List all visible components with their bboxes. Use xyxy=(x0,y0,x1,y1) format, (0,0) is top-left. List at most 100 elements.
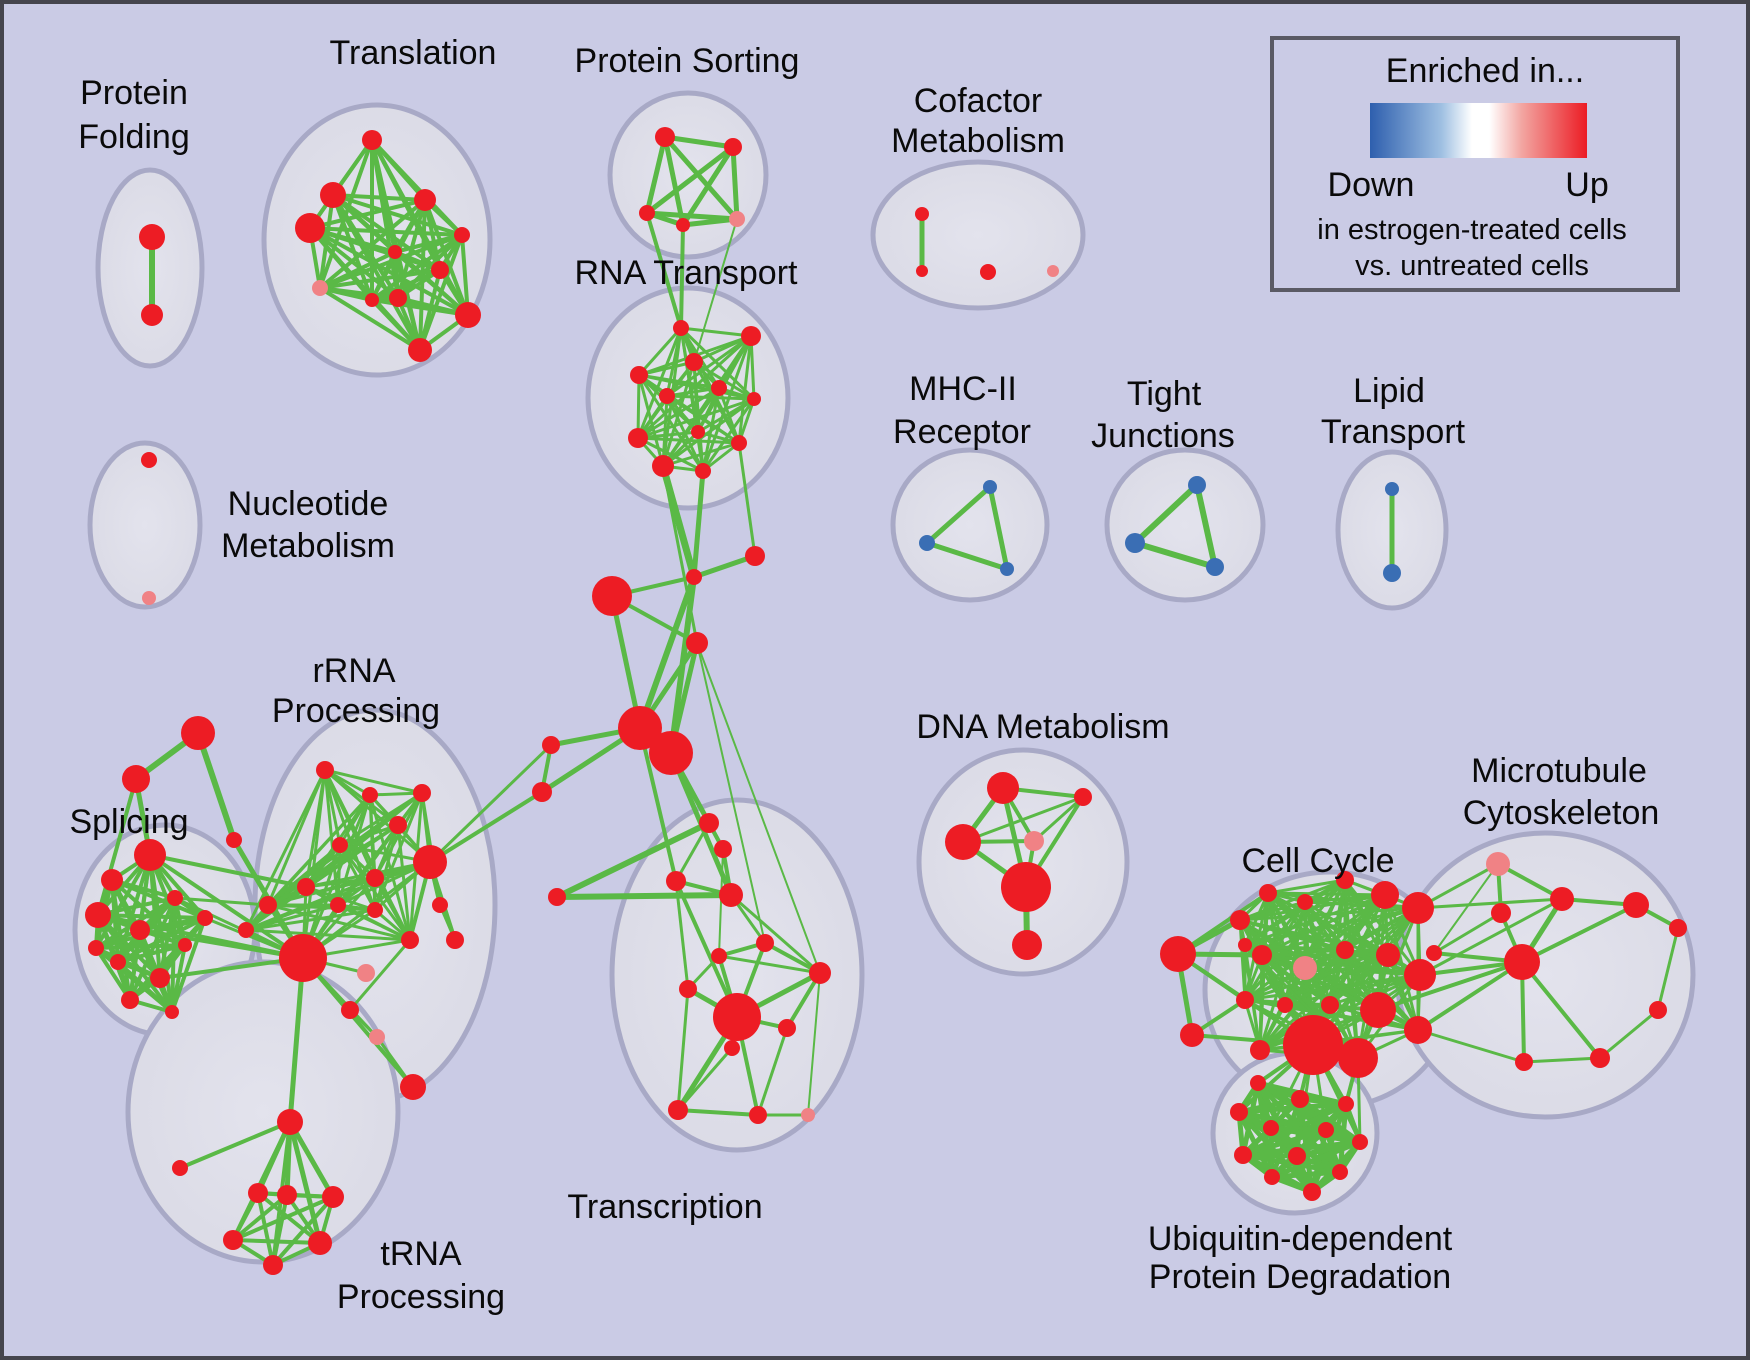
edge xyxy=(1243,878,1347,947)
cluster-label-protein-folding: Folding xyxy=(78,118,190,156)
cluster-label-mhc-ii-receptor: MHC-II xyxy=(909,370,1017,408)
cluster-label-tight-junctions: Tight xyxy=(1127,375,1202,413)
edge xyxy=(1269,1139,1363,1180)
edge xyxy=(636,436,741,445)
edge xyxy=(94,946,132,1002)
gene-set-node xyxy=(122,765,150,793)
edge xyxy=(676,1108,760,1117)
gene-set-node xyxy=(389,816,407,834)
gene-set-node xyxy=(919,535,935,551)
gene-set-node xyxy=(1371,881,1399,909)
gene-set-node xyxy=(711,380,727,396)
edge xyxy=(737,334,753,445)
edge xyxy=(691,468,706,580)
gene-set-node xyxy=(639,205,655,221)
edge xyxy=(460,233,470,317)
gene-set-node xyxy=(1160,936,1196,972)
edge xyxy=(323,768,412,942)
edge xyxy=(717,954,822,975)
edge xyxy=(116,916,207,964)
edge xyxy=(638,726,678,883)
edge xyxy=(1269,1169,1343,1180)
edge xyxy=(701,334,753,473)
gene-set-node xyxy=(711,948,727,964)
gene-set-node xyxy=(756,934,774,952)
gene-set-node xyxy=(1264,1169,1280,1185)
cluster-label-trna-processing: Processing xyxy=(337,1278,505,1316)
edge xyxy=(693,218,738,363)
legend: Enriched in... Down Up in estrogen-treat… xyxy=(1270,36,1680,292)
cluster-label-transcription: Transcription xyxy=(567,1188,762,1226)
gene-set-node xyxy=(1338,1096,1354,1112)
gene-set-node xyxy=(316,761,334,779)
gene-set-node xyxy=(695,463,711,479)
gene-set-node xyxy=(1074,788,1092,806)
edge xyxy=(659,462,698,581)
edge xyxy=(1176,891,1270,956)
gene-set-node xyxy=(983,480,997,494)
edge xyxy=(244,843,342,932)
edge xyxy=(718,848,724,957)
network-layer: Protein Folding Translation Protein Sorting… xyxy=(69,34,1696,1316)
cluster-label-ubiquitin-degradation: Ubiquitin-dependent xyxy=(1148,1220,1453,1258)
gene-set-node xyxy=(366,869,384,887)
gene-set-node xyxy=(367,902,383,918)
cluster-label-splicing: Splicing xyxy=(69,803,188,841)
cluster-ellipse-protein-sorting xyxy=(607,90,769,260)
gene-set-node xyxy=(431,261,449,279)
gene-set-node xyxy=(295,213,325,243)
edge xyxy=(301,793,372,960)
gene-set-node xyxy=(655,127,675,147)
edge xyxy=(244,903,340,932)
gene-set-node xyxy=(1236,991,1254,1009)
edge xyxy=(1266,878,1347,895)
edge xyxy=(807,972,821,1116)
edge xyxy=(661,394,669,468)
gene-set-node xyxy=(659,388,675,404)
edge xyxy=(318,268,442,290)
legend-title: Enriched in... xyxy=(1386,52,1584,90)
gene-set-node xyxy=(679,980,697,998)
edge xyxy=(665,394,756,401)
gene-set-node xyxy=(1024,831,1044,851)
edge xyxy=(1243,906,1420,947)
edge xyxy=(665,334,753,398)
cluster-label-cofactor-metabolism: Cofactor xyxy=(914,82,1043,120)
gene-set-node xyxy=(362,130,382,150)
legend-down-label: Down xyxy=(1328,166,1415,204)
edge xyxy=(170,916,207,1014)
gene-set-node xyxy=(1283,1015,1343,1075)
edge xyxy=(749,334,756,401)
cluster-ellipse-tight-junctions xyxy=(1104,447,1266,603)
cluster-label-nucleotide-metabolism: Metabolism xyxy=(221,527,395,565)
gene-set-node xyxy=(916,265,928,277)
edge xyxy=(348,938,412,1012)
gene-set-node xyxy=(341,1001,359,1019)
gene-set-node xyxy=(747,392,761,406)
edge xyxy=(644,210,740,222)
cluster-labels: Protein Folding Translation Protein Sorting… xyxy=(69,34,1659,1316)
cluster-label-ubiquitin-degradation: Protein Degradation xyxy=(1149,1258,1451,1296)
edge xyxy=(301,768,327,960)
gene-set-node xyxy=(628,428,648,448)
gene-set-node xyxy=(1376,943,1400,967)
cluster-label-dna-metabolism: DNA Metabolism xyxy=(916,708,1169,746)
gene-set-node xyxy=(1303,1183,1321,1201)
gene-set-node xyxy=(666,871,686,891)
gene-set-node xyxy=(1125,533,1145,553)
cluster-label-lipid-transport: Lipid xyxy=(1353,372,1425,410)
gene-set-node xyxy=(414,189,436,211)
gene-set-node xyxy=(263,1255,283,1275)
gene-set-node xyxy=(85,902,111,928)
edge xyxy=(1416,960,1524,1032)
gene-set-node xyxy=(88,940,104,956)
gene-set-node xyxy=(1277,997,1293,1013)
edge xyxy=(661,464,699,645)
gene-set-node xyxy=(691,425,705,439)
edge xyxy=(271,1195,335,1267)
gene-set-node xyxy=(1649,1001,1667,1019)
gene-set-node xyxy=(1012,930,1042,960)
